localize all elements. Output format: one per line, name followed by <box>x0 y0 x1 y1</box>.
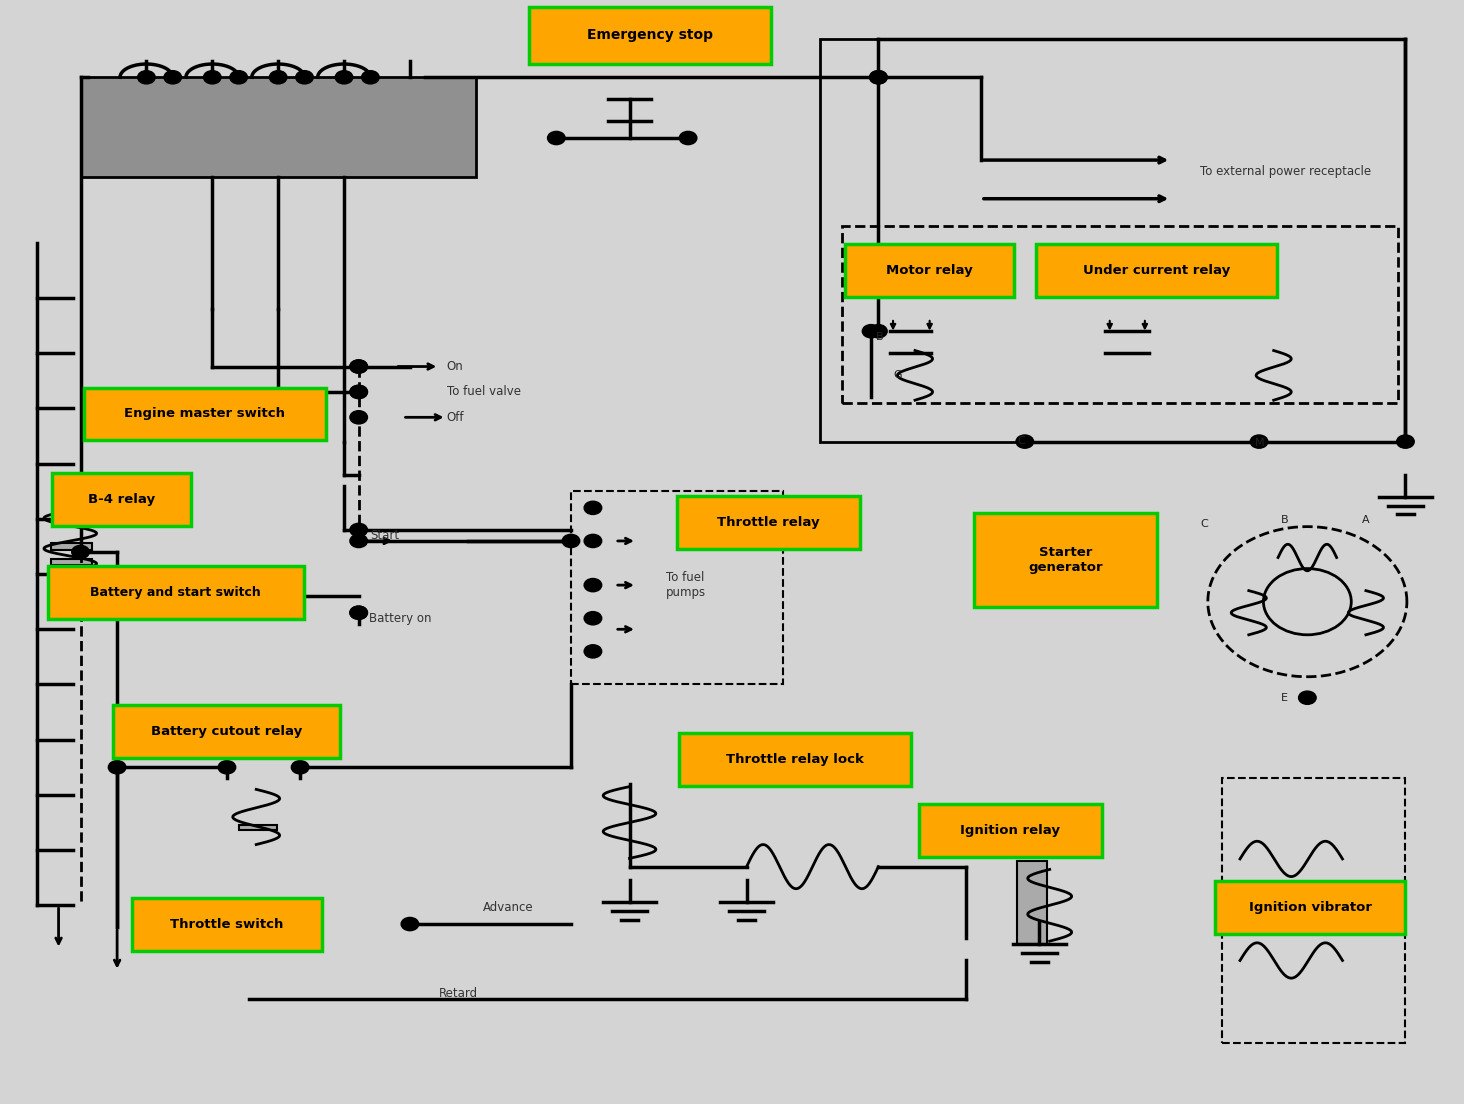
Circle shape <box>870 325 887 338</box>
Bar <box>842 226 1398 403</box>
Circle shape <box>296 71 313 84</box>
Circle shape <box>350 385 367 399</box>
Text: C: C <box>1017 436 1025 446</box>
Text: Throttle relay: Throttle relay <box>717 516 820 529</box>
Text: M: M <box>1255 438 1265 448</box>
Circle shape <box>350 606 367 619</box>
FancyBboxPatch shape <box>529 7 770 64</box>
Circle shape <box>350 523 367 537</box>
Circle shape <box>218 761 236 774</box>
Circle shape <box>269 71 287 84</box>
Text: Battery and start switch: Battery and start switch <box>91 586 261 599</box>
FancyBboxPatch shape <box>85 388 325 440</box>
FancyBboxPatch shape <box>113 705 340 758</box>
Text: To fuel
pumps: To fuel pumps <box>666 571 706 599</box>
Bar <box>51 559 92 565</box>
Circle shape <box>230 71 247 84</box>
Text: Battery on: Battery on <box>369 612 432 625</box>
Circle shape <box>584 534 602 548</box>
Circle shape <box>350 360 367 373</box>
Circle shape <box>870 71 887 84</box>
Text: A: A <box>1362 516 1369 526</box>
FancyBboxPatch shape <box>132 898 322 951</box>
Circle shape <box>350 606 367 619</box>
Circle shape <box>1397 435 1414 448</box>
Circle shape <box>862 325 880 338</box>
Text: To fuel valve: To fuel valve <box>447 385 521 399</box>
Circle shape <box>1250 435 1268 448</box>
Circle shape <box>401 917 419 931</box>
Circle shape <box>350 360 367 373</box>
Bar <box>820 39 1405 442</box>
FancyBboxPatch shape <box>974 512 1157 607</box>
Circle shape <box>350 385 367 399</box>
Bar <box>571 491 783 684</box>
Circle shape <box>164 71 182 84</box>
Text: Under current relay: Under current relay <box>1083 264 1230 277</box>
Circle shape <box>870 71 887 84</box>
Circle shape <box>584 501 602 514</box>
Text: Engine master switch: Engine master switch <box>124 407 285 421</box>
Circle shape <box>291 761 309 774</box>
FancyBboxPatch shape <box>845 244 1013 297</box>
Circle shape <box>679 131 697 145</box>
Text: Battery cutout relay: Battery cutout relay <box>151 725 303 739</box>
Circle shape <box>362 71 379 84</box>
Bar <box>81 77 476 177</box>
Bar <box>1017 861 1047 944</box>
Text: On: On <box>447 360 463 373</box>
Text: B-4 relay: B-4 relay <box>88 492 155 506</box>
Circle shape <box>584 645 602 658</box>
FancyBboxPatch shape <box>53 473 190 526</box>
Text: B: B <box>875 332 883 342</box>
Text: Off: Off <box>447 411 464 424</box>
Circle shape <box>108 761 126 774</box>
Text: Advance: Advance <box>483 901 534 914</box>
Text: Motor relay: Motor relay <box>886 264 974 277</box>
Text: Ignition relay: Ignition relay <box>960 824 1060 837</box>
Text: B: B <box>1281 516 1288 526</box>
Circle shape <box>335 71 353 84</box>
Circle shape <box>72 545 89 559</box>
Circle shape <box>350 534 367 548</box>
Bar <box>51 543 92 550</box>
FancyBboxPatch shape <box>47 566 305 619</box>
FancyBboxPatch shape <box>1215 881 1405 934</box>
Text: Start: Start <box>370 529 400 542</box>
Text: Emergency stop: Emergency stop <box>587 29 713 42</box>
Text: G: G <box>893 370 902 380</box>
Circle shape <box>350 411 367 424</box>
Text: Retard: Retard <box>439 987 479 1000</box>
FancyBboxPatch shape <box>918 804 1101 857</box>
Text: C: C <box>1200 519 1208 529</box>
Text: Ignition vibrator: Ignition vibrator <box>1249 901 1372 914</box>
Text: To external power receptacle: To external power receptacle <box>1200 164 1372 178</box>
Circle shape <box>138 71 155 84</box>
Circle shape <box>1016 435 1034 448</box>
Circle shape <box>548 131 565 145</box>
Circle shape <box>203 71 221 84</box>
Circle shape <box>108 590 126 603</box>
FancyBboxPatch shape <box>1037 244 1277 297</box>
FancyBboxPatch shape <box>676 496 859 549</box>
Circle shape <box>584 612 602 625</box>
FancyBboxPatch shape <box>679 733 911 786</box>
Circle shape <box>1299 691 1316 704</box>
Text: Throttle relay lock: Throttle relay lock <box>726 753 864 766</box>
Bar <box>1222 778 1405 1043</box>
Text: Throttle switch: Throttle switch <box>170 917 284 931</box>
Bar <box>239 825 277 830</box>
Text: Starter
generator: Starter generator <box>1029 545 1102 574</box>
Circle shape <box>584 578 602 592</box>
Circle shape <box>562 534 580 548</box>
Text: E: E <box>1281 693 1288 703</box>
